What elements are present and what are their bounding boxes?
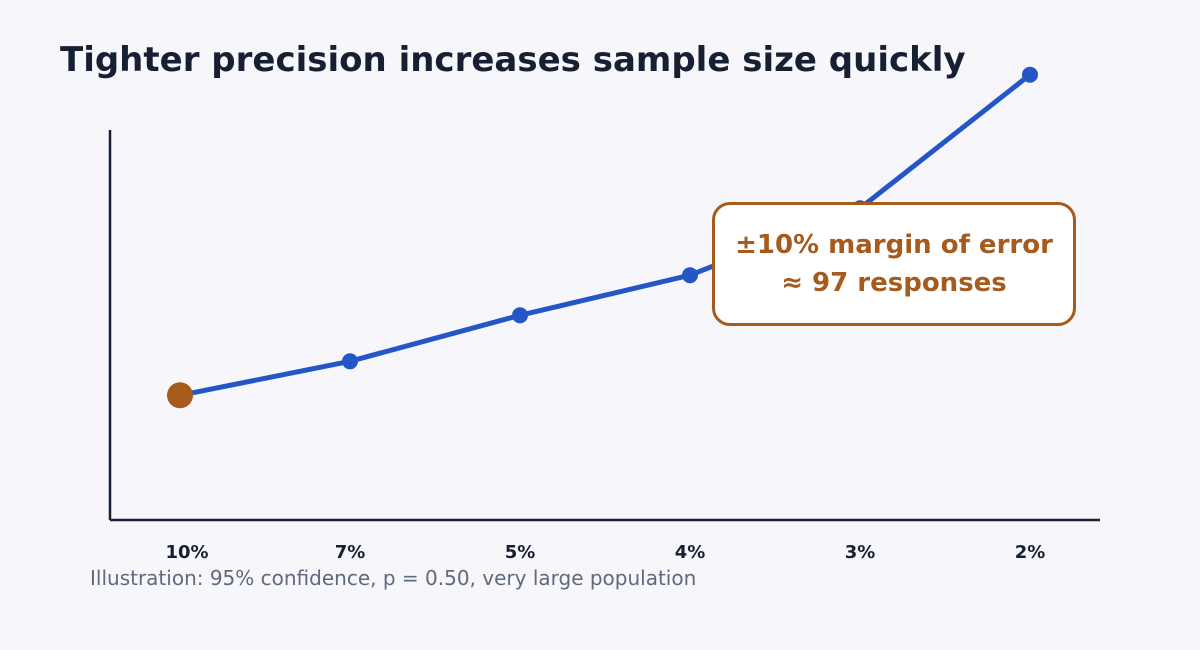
- chart-title: Tighter precision increases sample size …: [60, 40, 966, 80]
- x-tick-label: 10%: [165, 542, 208, 563]
- x-tick-label: 3%: [845, 542, 876, 563]
- annotation-callout: ±10% margin of error ≈ 97 responses: [712, 202, 1076, 326]
- series-line: [177, 72, 1033, 398]
- series-layer: [177, 72, 1033, 398]
- data-point: [1022, 66, 1038, 83]
- chart-note: Illustration: 95% confidence, p = 0.50, …: [90, 566, 697, 590]
- x-tick-label: 5%: [505, 542, 536, 563]
- data-point: [342, 353, 358, 370]
- annotation-line-1: ±10% margin of error: [735, 230, 1053, 260]
- data-point: [682, 267, 698, 284]
- x-tick-label: 2%: [1015, 542, 1046, 563]
- x-tick-labels: 10% 7% 5% 4% 3% 2%: [165, 542, 1045, 563]
- x-tick-label: 7%: [335, 542, 366, 563]
- x-tick-label: 4%: [675, 542, 706, 563]
- data-point: [512, 307, 528, 324]
- annotation-line-2: ≈ 97 responses: [781, 268, 1007, 298]
- highlight-point: [167, 382, 193, 409]
